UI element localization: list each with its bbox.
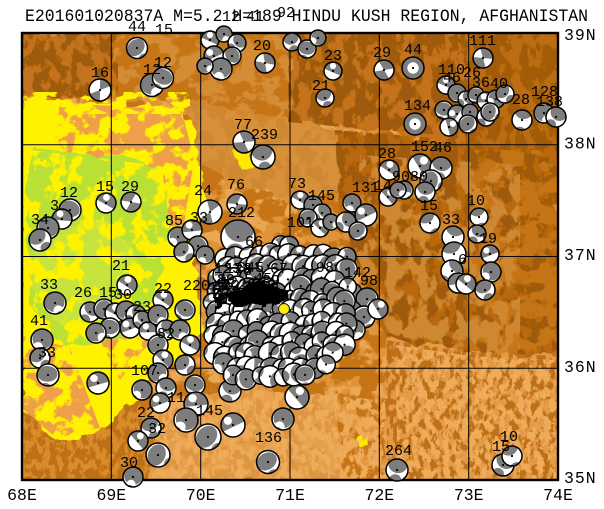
svg-text:92: 92	[277, 5, 295, 22]
svg-text:10: 10	[500, 429, 518, 446]
svg-text:14: 14	[374, 178, 392, 195]
svg-text:74E: 74E	[543, 486, 573, 505]
svg-text:22: 22	[222, 278, 240, 295]
svg-text:77: 77	[234, 117, 252, 134]
svg-text:44: 44	[404, 42, 422, 59]
svg-text:39N: 39N	[564, 26, 597, 45]
svg-text:15: 15	[492, 439, 510, 456]
svg-text:123: 123	[225, 261, 252, 278]
svg-text:152: 152	[411, 139, 438, 156]
svg-text:212: 212	[228, 205, 255, 222]
svg-text:30: 30	[114, 287, 132, 304]
svg-text:67: 67	[270, 261, 288, 278]
svg-text:72E: 72E	[364, 486, 394, 505]
svg-text:73E: 73E	[454, 486, 484, 505]
svg-text:71E: 71E	[275, 486, 305, 505]
svg-text:145: 145	[196, 403, 223, 420]
svg-text:12: 12	[220, 275, 238, 292]
svg-text:345: 345	[237, 260, 264, 277]
svg-text:21: 21	[312, 78, 330, 95]
svg-text:26: 26	[74, 285, 92, 302]
svg-text:36: 36	[472, 75, 490, 92]
svg-text:46: 46	[443, 70, 461, 87]
svg-text:110: 110	[438, 62, 465, 79]
svg-text:28: 28	[378, 146, 396, 163]
svg-text:33: 33	[38, 345, 56, 362]
svg-text:73: 73	[288, 176, 306, 193]
svg-text:90: 90	[392, 169, 410, 186]
svg-text:41: 41	[246, 9, 264, 26]
svg-text:3: 3	[50, 198, 59, 215]
svg-text:22: 22	[137, 405, 155, 422]
svg-text:15: 15	[420, 198, 438, 215]
svg-text:134: 134	[404, 98, 431, 115]
svg-text:12: 12	[222, 9, 240, 26]
svg-text:35N: 35N	[564, 469, 597, 488]
svg-text:80: 80	[410, 169, 428, 186]
svg-text:26: 26	[463, 65, 481, 82]
svg-text:24: 24	[194, 183, 212, 200]
svg-text:68E: 68E	[7, 486, 37, 505]
svg-text:41: 41	[30, 313, 48, 330]
svg-text:20: 20	[253, 38, 271, 55]
svg-text:33: 33	[190, 210, 208, 227]
svg-text:239: 239	[251, 127, 278, 144]
svg-text:76: 76	[227, 177, 245, 194]
svg-text:98: 98	[316, 260, 334, 277]
svg-text:85: 85	[165, 213, 183, 230]
svg-text:29: 29	[121, 179, 139, 196]
svg-text:220: 220	[183, 278, 210, 295]
svg-text:6: 6	[458, 252, 467, 269]
svg-text:16: 16	[91, 65, 109, 82]
svg-text:78: 78	[234, 263, 252, 280]
svg-text:10: 10	[467, 193, 485, 210]
svg-text:111: 111	[469, 33, 496, 50]
svg-text:40: 40	[490, 76, 508, 93]
svg-text:98: 98	[360, 273, 378, 290]
svg-text:12: 12	[143, 62, 161, 79]
svg-text:37N: 37N	[564, 246, 597, 265]
svg-text:136: 136	[255, 430, 282, 447]
svg-text:15: 15	[96, 179, 114, 196]
svg-text:38N: 38N	[564, 134, 597, 153]
svg-text:142: 142	[344, 265, 371, 282]
svg-text:36N: 36N	[564, 358, 597, 377]
svg-text:123: 123	[214, 261, 241, 278]
svg-text:138: 138	[536, 94, 563, 111]
svg-text:69E: 69E	[96, 486, 126, 505]
svg-text:28: 28	[512, 92, 530, 109]
svg-text:145: 145	[308, 188, 335, 205]
svg-text:33: 33	[40, 277, 58, 294]
svg-text:44: 44	[128, 19, 146, 36]
svg-text:131: 131	[352, 180, 379, 197]
svg-text:101: 101	[287, 215, 314, 232]
svg-text:23: 23	[133, 299, 151, 316]
svg-text:15: 15	[99, 285, 117, 302]
svg-text:46: 46	[434, 140, 452, 157]
svg-text:70E: 70E	[186, 486, 216, 505]
svg-text:107: 107	[131, 363, 158, 380]
svg-text:33: 33	[442, 212, 460, 229]
svg-text:E201601020837A M=5.2 H=189 HIN: E201601020837A M=5.2 H=189 HINDU KUSH RE…	[25, 7, 588, 27]
svg-text:22: 22	[154, 281, 172, 298]
svg-text:82: 82	[157, 326, 175, 343]
svg-text:30: 30	[120, 455, 138, 472]
svg-text:29: 29	[373, 45, 391, 62]
svg-text:66: 66	[245, 234, 263, 251]
svg-text:19: 19	[479, 231, 497, 248]
svg-text:11: 11	[167, 390, 185, 407]
svg-text:43: 43	[207, 280, 225, 297]
svg-text:12: 12	[60, 185, 78, 202]
svg-text:264: 264	[385, 443, 412, 460]
svg-text:21: 21	[112, 258, 130, 275]
svg-text:15: 15	[155, 22, 173, 39]
svg-text:23: 23	[324, 48, 342, 65]
svg-text:89: 89	[217, 272, 235, 289]
svg-text:32: 32	[148, 421, 166, 438]
svg-text:128: 128	[531, 84, 558, 101]
svg-text:12: 12	[154, 55, 172, 72]
svg-text:34: 34	[31, 212, 49, 229]
